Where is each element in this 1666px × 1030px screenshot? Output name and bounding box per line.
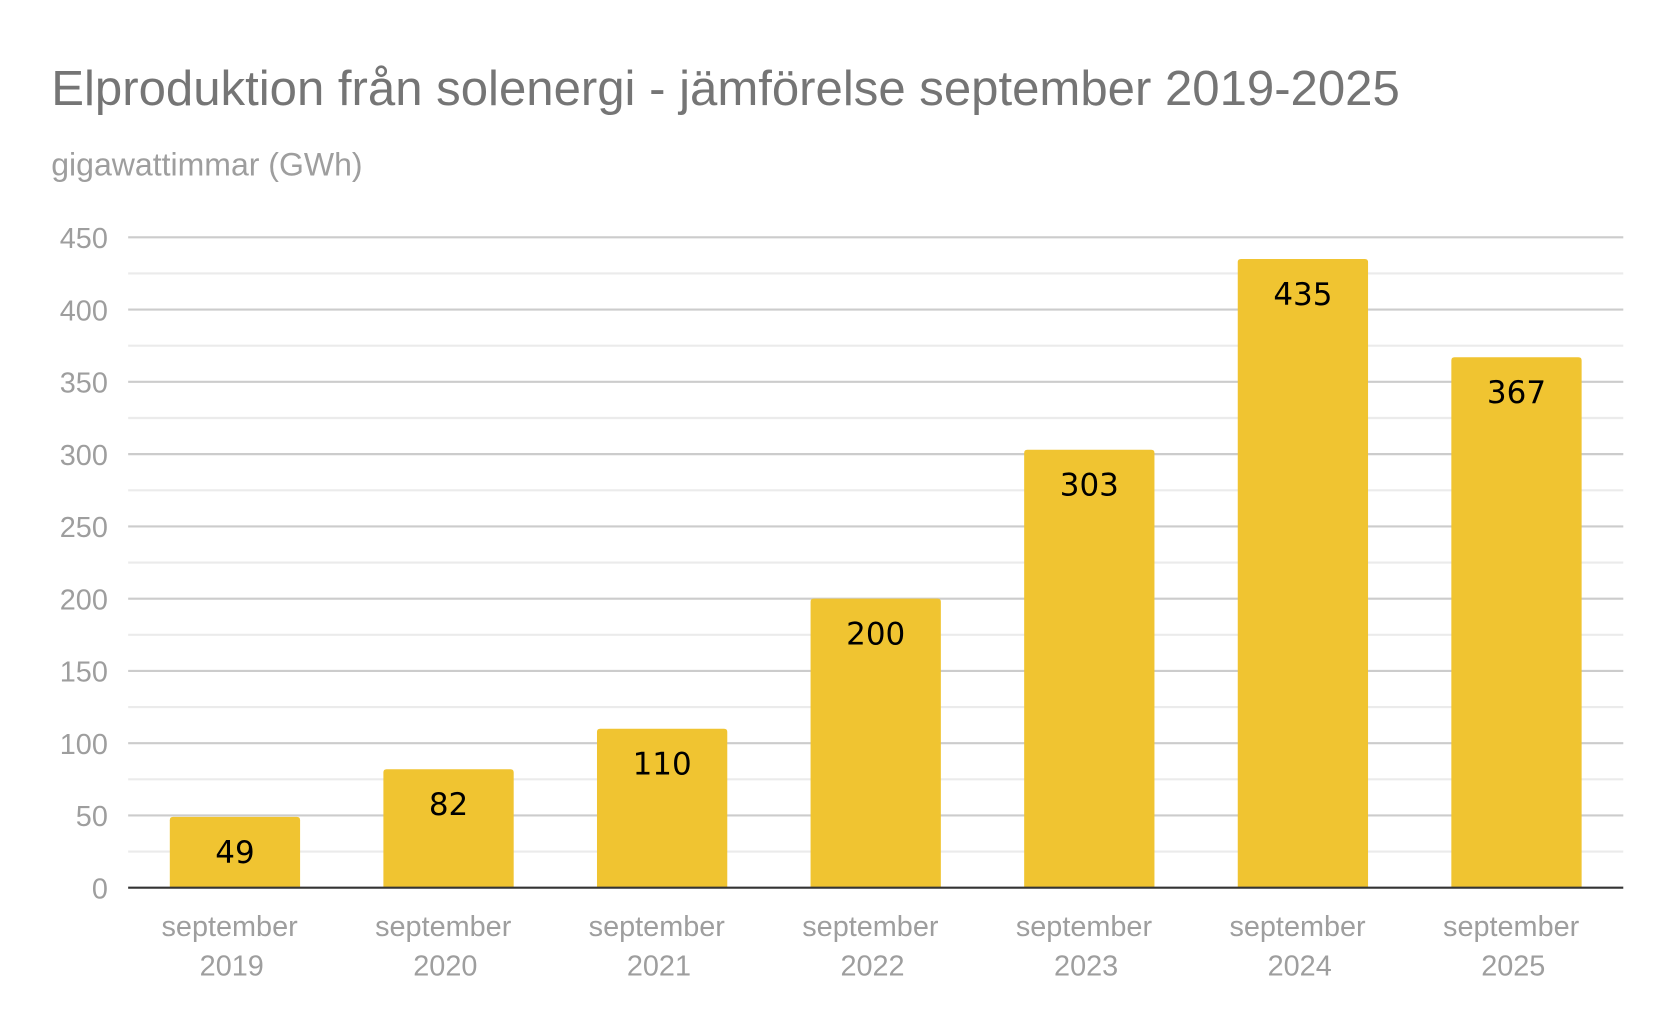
bar — [810, 598, 941, 888]
data-label: 367 — [1487, 375, 1546, 411]
bar — [1451, 357, 1582, 888]
data-label: 435 — [1273, 277, 1332, 313]
x-tick-label-month: september — [802, 911, 939, 943]
y-tick-label: 100 — [60, 729, 108, 761]
y-tick-label: 300 — [60, 440, 108, 472]
y-tick-label: 450 — [60, 223, 108, 255]
y-tick-label: 50 — [76, 801, 108, 833]
bar — [383, 769, 514, 888]
y-axis-ticks: 0 50 100 150 200 250 300 350 400 450 — [60, 223, 108, 905]
x-tick-label-month: september — [162, 911, 299, 943]
x-tick-label-year: 2021 — [627, 950, 691, 982]
x-tick-label-year: 2023 — [1054, 950, 1118, 982]
x-tick-label-month: september — [375, 911, 512, 943]
data-label: 110 — [633, 747, 692, 783]
y-tick-label: 200 — [60, 584, 108, 616]
x-axis-labels: september 2019 september 2020 september 2021 s… — [162, 911, 1580, 983]
bars: 49 82 110 200 303 435 367 — [169, 259, 1582, 888]
x-tick-label-year: 2022 — [840, 950, 904, 982]
bar — [169, 816, 301, 888]
x-tick-label-year: 2024 — [1268, 950, 1332, 982]
x-tick-label-year: 2020 — [413, 950, 477, 982]
chart-title: Elproduktion från solenergi - jämförelse… — [51, 62, 1400, 116]
bar — [1237, 259, 1369, 888]
data-label: 82 — [429, 787, 468, 823]
y-tick-label: 350 — [60, 368, 108, 400]
bar — [1024, 449, 1155, 888]
x-tick-label-year: 2019 — [200, 950, 264, 982]
y-tick-label: 150 — [60, 657, 108, 689]
data-label: 49 — [215, 835, 254, 871]
x-tick-label-month: september — [1229, 911, 1366, 943]
y-tick-label: 250 — [60, 512, 108, 544]
chart-subtitle: gigawattimmar (GWh) — [51, 146, 362, 182]
y-tick-label: 400 — [60, 295, 108, 327]
x-tick-label-month: september — [1016, 911, 1153, 943]
x-tick-label-year: 2025 — [1481, 950, 1545, 982]
data-label: 200 — [846, 617, 905, 653]
bar — [596, 728, 728, 888]
x-tick-label-month: september — [589, 911, 726, 943]
data-label: 303 — [1060, 468, 1119, 504]
y-tick-label: 0 — [92, 873, 108, 905]
x-tick-label-month: september — [1443, 911, 1580, 943]
